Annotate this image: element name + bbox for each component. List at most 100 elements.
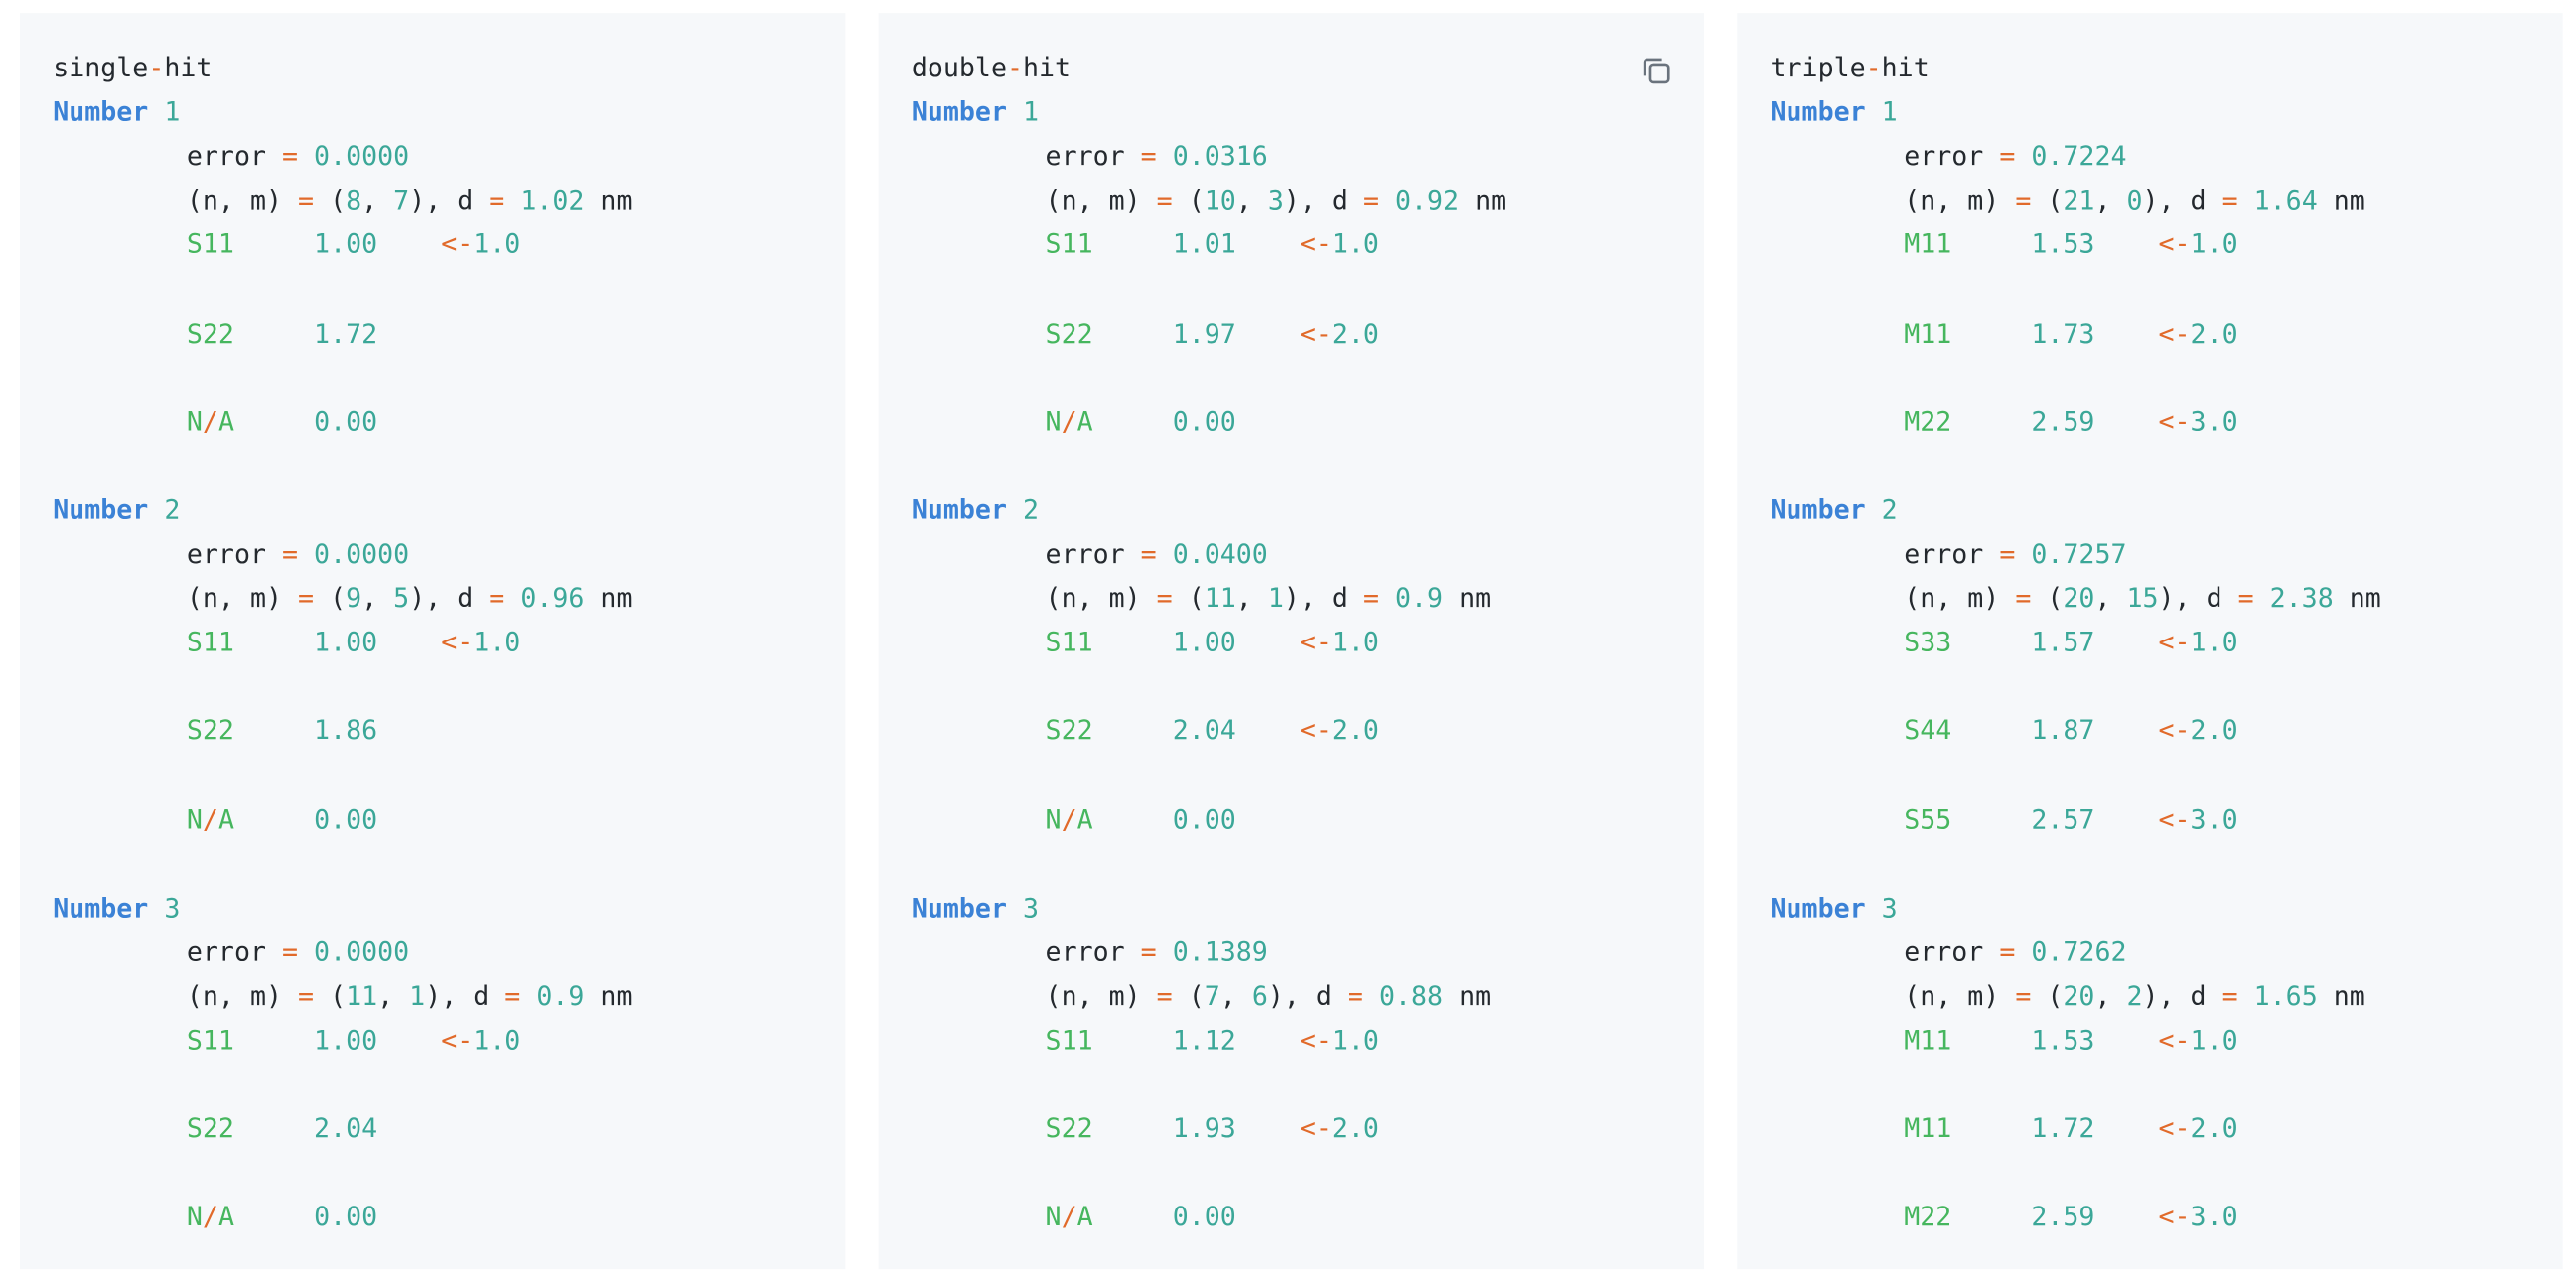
- title-word: single: [53, 52, 149, 83]
- target-value: 2.0: [2190, 317, 2238, 349]
- transition-value: 1.57: [2031, 627, 2095, 658]
- m-value: 15: [2126, 582, 2159, 614]
- copy-icon[interactable]: [1638, 53, 1674, 88]
- transition-label: M11: [1904, 317, 1952, 349]
- diameter-value: 1.65: [2253, 980, 2318, 1012]
- transition-row: S11 1.00 <-1.0: [53, 621, 812, 665]
- transition-label: M22: [1904, 405, 1952, 437]
- transition-value: 1.00: [1172, 627, 1236, 658]
- arrow-marker: <-: [2158, 1024, 2191, 1057]
- error-value: 0.0000: [314, 935, 410, 968]
- transition-row: N/A 0.00: [53, 1195, 812, 1239]
- transition-row: S22 2.04: [53, 1106, 812, 1151]
- error-line: error = 0.1389: [1045, 935, 1268, 968]
- n-value: 7: [1204, 980, 1220, 1012]
- title-word: double: [911, 52, 1007, 83]
- code-title: single-hit: [53, 46, 812, 90]
- transition-row: S11 1.12 <-1.0: [912, 1018, 1671, 1063]
- chirality-line: (n, m) = (10, 3), d = 0.92 nm: [1045, 185, 1507, 216]
- transition-value: 0.00: [314, 405, 378, 437]
- code-block-double-hit[interactable]: double-hit Number 1 error = 0.0316 (n, m) =…: [878, 13, 1705, 1270]
- target-value: 3.0: [2190, 1201, 2238, 1233]
- entry-heading: Number 2: [912, 488, 1671, 532]
- transition-value: 1.53: [2031, 228, 2095, 260]
- blank-line: [912, 841, 1671, 886]
- error-line: error = 0.7262: [1904, 935, 2127, 968]
- error-value: 0.0316: [1172, 140, 1268, 172]
- code-block-single-hit[interactable]: single-hit Number 1 error = 0.0000 (n, m) =…: [19, 13, 846, 1270]
- arrow-marker: <-: [2158, 228, 2191, 260]
- m-value: 1: [409, 980, 426, 1012]
- entry-heading: Number 3: [912, 886, 1671, 930]
- diameter-value: 0.92: [1394, 185, 1460, 216]
- arrow-marker: <-: [2158, 803, 2191, 835]
- error-line: error = 0.0400: [1045, 538, 1268, 570]
- transition-row: S11 1.00 <-1.0: [53, 222, 812, 267]
- error-label: error: [186, 140, 266, 172]
- entry-index: 3: [164, 892, 181, 924]
- transition-row: N/A 0.00: [912, 1195, 1671, 1239]
- code-block-triple-hit[interactable]: triple-hit Number 1 error = 0.7224 (n, m) =…: [1737, 13, 2563, 1270]
- entry-heading: Number 3: [1771, 886, 2530, 930]
- transition-label: S33: [1904, 627, 1952, 658]
- transition-value: 0.00: [314, 1201, 378, 1233]
- error-label: error: [1904, 935, 1984, 968]
- transition-value: 2.59: [2031, 1201, 2095, 1233]
- transition-label: S11: [186, 228, 234, 260]
- diameter-value: 0.88: [1378, 980, 1444, 1012]
- transition-label: S22: [186, 317, 234, 349]
- diameter-unit: nm: [2333, 185, 2365, 216]
- blank-line: [912, 355, 1671, 400]
- transition-value: 0.00: [314, 803, 378, 835]
- arrow-marker: <-: [2158, 1112, 2191, 1145]
- transition-label: S44: [1904, 715, 1952, 747]
- target-value: 2.0: [2190, 715, 2238, 747]
- transition-value: 1.00: [314, 1024, 378, 1057]
- diameter-unit: nm: [1459, 582, 1492, 614]
- target-value: 3.0: [2190, 803, 2238, 835]
- entry-keyword: Number: [1770, 494, 1866, 525]
- transition-value: 1.87: [2031, 715, 2095, 747]
- title-word: triple: [1770, 52, 1866, 83]
- blank-line: [53, 841, 812, 886]
- entry-heading: Number 1: [912, 90, 1671, 135]
- title-word: hit: [164, 52, 213, 83]
- transition-label: M11: [1904, 1112, 1952, 1145]
- blank-line: [912, 1063, 1671, 1107]
- diameter-unit: nm: [600, 185, 633, 216]
- blank-line: [1771, 1151, 2530, 1196]
- entry-keyword: Number: [53, 892, 149, 924]
- error-line: error = 0.0000: [186, 935, 410, 968]
- arrow-marker: <-: [2158, 1201, 2191, 1233]
- entry-heading: Number 3: [53, 886, 812, 930]
- transition-row: S22 1.97 <-2.0: [912, 311, 1671, 355]
- error-label: error: [186, 538, 266, 570]
- transition-row: N/A 0.00: [53, 399, 812, 444]
- transition-label: N/A: [1045, 1201, 1093, 1233]
- target-value: 2.0: [1331, 317, 1379, 349]
- entry-keyword: Number: [911, 892, 1007, 924]
- arrow-marker: <-: [441, 627, 474, 658]
- entry-heading: Number 2: [53, 488, 812, 532]
- blank-line: [1771, 267, 2530, 312]
- entry-keyword: Number: [911, 96, 1007, 128]
- transition-value: 1.86: [314, 715, 378, 747]
- entry-heading: Number 2: [1771, 488, 2530, 532]
- error-label: error: [1904, 538, 1984, 570]
- title-word: hit: [1881, 52, 1930, 83]
- entry-keyword: Number: [911, 494, 1007, 525]
- entry-index: 2: [1023, 494, 1040, 525]
- transition-label: N/A: [186, 1201, 234, 1233]
- blank-line: [1771, 841, 2530, 886]
- entry-index: 3: [1881, 892, 1898, 924]
- transition-value: 1.12: [1172, 1024, 1236, 1057]
- transition-label: S22: [186, 715, 234, 747]
- arrow-marker: <-: [2158, 405, 2191, 437]
- transition-label: M11: [1904, 228, 1952, 260]
- transition-row: S22 1.93 <-2.0: [912, 1106, 1671, 1151]
- arrow-marker: <-: [1299, 627, 1332, 658]
- diameter-value: 1.02: [520, 185, 585, 216]
- error-value: 0.7224: [2031, 140, 2127, 172]
- transition-label: N/A: [1045, 803, 1093, 835]
- transition-row: S11 1.00 <-1.0: [912, 621, 1671, 665]
